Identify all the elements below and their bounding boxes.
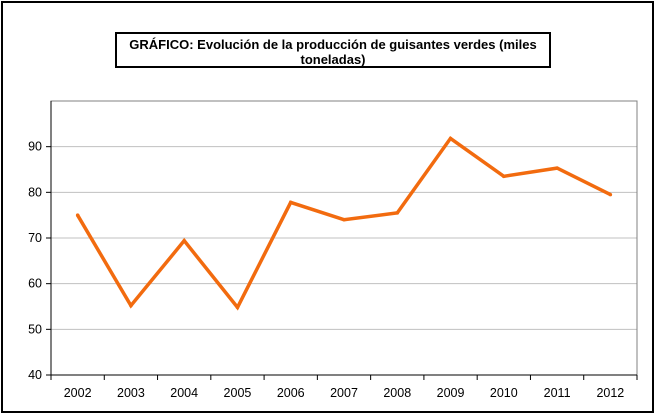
x-tick-label: 2011	[544, 386, 571, 400]
data-point-2003	[129, 303, 133, 308]
series-layer	[75, 135, 613, 311]
chart-title: GRÁFICO: Evolución de la producción de g…	[115, 32, 551, 68]
y-tick-label: 70	[28, 231, 42, 245]
x-tick-label: 2010	[490, 386, 518, 400]
x-tick-label: 2002	[64, 386, 92, 400]
data-point-2012	[608, 192, 613, 197]
data-point-2002	[75, 213, 80, 217]
data-point-2006	[288, 200, 293, 205]
y-tick-label: 50	[28, 322, 42, 336]
x-tick-label: 2006	[277, 386, 305, 400]
y-tick-label: 40	[28, 368, 42, 382]
y-tick-label: 80	[28, 185, 42, 199]
tick-labels: 40 50 60 70 80 90 2002 2003 2004 2005 2006 2007 2008…	[28, 140, 624, 400]
data-point-2004	[182, 238, 186, 243]
data-point-2005	[235, 305, 240, 310]
data-point-2008	[395, 211, 400, 215]
x-tick-label: 2004	[170, 386, 198, 400]
data-point-2009	[448, 136, 453, 141]
x-tick-label: 2009	[437, 386, 465, 400]
y-tick-label: 90	[28, 140, 42, 154]
x-tick-label: 2012	[596, 386, 624, 400]
series-line	[76, 135, 612, 311]
gridlines	[51, 146, 637, 330]
data-point-2011	[555, 166, 559, 170]
data-point-2007	[342, 217, 346, 222]
axes	[46, 100, 638, 380]
data-point-2010	[502, 174, 506, 179]
x-tick-label: 2005	[224, 386, 252, 400]
x-tick-label: 2007	[330, 386, 358, 400]
x-tick-label: 2008	[383, 386, 411, 400]
y-tick-label: 60	[28, 277, 42, 291]
x-tick-label: 2003	[117, 386, 145, 400]
